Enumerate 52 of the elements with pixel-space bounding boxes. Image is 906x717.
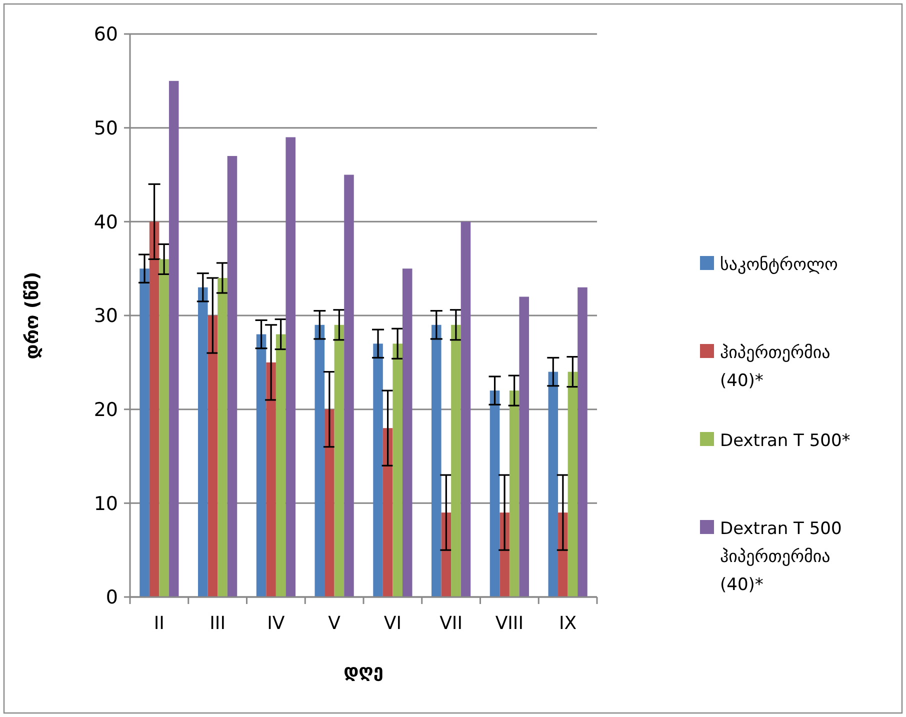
bar bbox=[460, 222, 471, 597]
y-tick-label: 10 bbox=[94, 492, 118, 515]
bar bbox=[558, 512, 568, 597]
legend-label: Dextran T 500 ჰიპერთერმია (40)* bbox=[720, 519, 842, 595]
x-axis-title: დღე bbox=[344, 661, 384, 682]
bar bbox=[402, 268, 412, 597]
x-tick-label: VI bbox=[384, 613, 402, 634]
bar bbox=[256, 334, 266, 597]
bar bbox=[519, 296, 529, 597]
bar bbox=[266, 362, 276, 597]
x-tick-label: III bbox=[210, 613, 226, 634]
bar bbox=[218, 278, 228, 597]
x-tick-label: V bbox=[328, 613, 342, 634]
bar bbox=[344, 174, 354, 597]
bar bbox=[451, 324, 461, 597]
y-tick-label: 50 bbox=[94, 117, 118, 140]
bar bbox=[208, 316, 218, 597]
bar bbox=[159, 259, 169, 597]
bar bbox=[276, 334, 286, 597]
bar bbox=[324, 409, 334, 597]
bar bbox=[227, 156, 238, 597]
y-axis-title: დრო (წმ) bbox=[22, 272, 43, 360]
bar bbox=[286, 137, 296, 597]
x-tick-label: VII bbox=[440, 613, 463, 634]
y-tick-label: 40 bbox=[94, 211, 118, 234]
x-tick-label: IX bbox=[558, 613, 577, 634]
bar bbox=[149, 222, 160, 597]
y-tick-label: 0 bbox=[106, 586, 118, 609]
y-tick-label: 60 bbox=[94, 24, 118, 46]
bar bbox=[509, 390, 520, 597]
bar bbox=[140, 268, 150, 597]
bar bbox=[373, 344, 383, 597]
y-tick-label: 20 bbox=[94, 398, 118, 421]
bar bbox=[314, 324, 325, 597]
bar bbox=[392, 344, 402, 597]
bar bbox=[548, 372, 558, 597]
x-tick-label: VIII bbox=[495, 613, 524, 634]
bar bbox=[578, 287, 588, 597]
bar bbox=[432, 324, 442, 597]
bar bbox=[568, 372, 578, 597]
legend-label: Dextran T 500* bbox=[720, 431, 850, 451]
bar bbox=[168, 80, 179, 597]
legend-label: ჰიპერთერმია (40)* bbox=[720, 343, 830, 391]
x-tick-label: IV bbox=[267, 613, 286, 634]
bar bbox=[382, 428, 393, 597]
bar bbox=[490, 390, 500, 597]
y-tick-label: 30 bbox=[94, 305, 118, 328]
bar bbox=[334, 324, 344, 597]
x-tick-label: II bbox=[154, 613, 164, 634]
legend-label: საკონტროლო bbox=[720, 255, 838, 275]
bar bbox=[500, 512, 510, 597]
bar bbox=[198, 287, 208, 597]
